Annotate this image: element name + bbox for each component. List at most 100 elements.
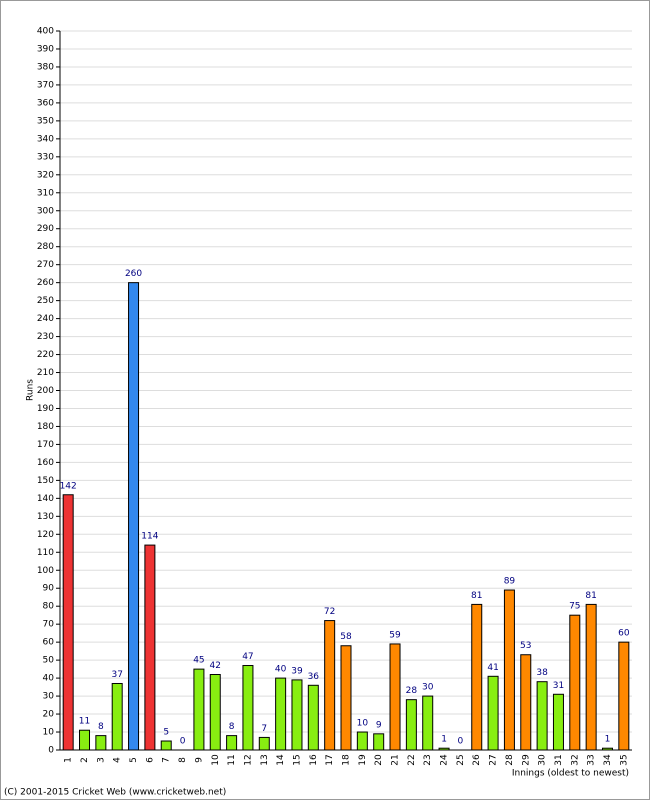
y-tick-label: 0 [48, 746, 54, 756]
y-tick-label: 400 [37, 27, 54, 37]
bar [438, 747, 450, 751]
x-tick-label: 2 [80, 757, 90, 763]
x-tick-label: 7 [162, 757, 172, 763]
y-tick-label: 360 [37, 98, 54, 108]
y-tick-label: 290 [37, 224, 54, 234]
bar [226, 735, 238, 751]
y-tick-label: 10 [43, 728, 55, 738]
x-tick-label: 8 [178, 757, 188, 763]
x-tick-label: 3 [96, 757, 106, 763]
value-label: 75 [569, 602, 580, 612]
value-label: 36 [308, 672, 320, 682]
y-tick-label: 390 [37, 44, 54, 54]
bar [307, 684, 319, 751]
x-tick-label: 21 [391, 754, 401, 765]
value-label: 10 [357, 719, 369, 729]
bar [618, 641, 630, 751]
value-label: 42 [210, 661, 221, 671]
value-label: 47 [242, 652, 253, 662]
bar [242, 665, 254, 751]
bar [422, 695, 434, 751]
bar [503, 589, 515, 751]
value-label: 1 [605, 735, 611, 745]
bar [552, 693, 564, 751]
value-label: 9 [376, 720, 382, 730]
bar [160, 740, 172, 751]
bar [520, 654, 532, 751]
y-tick-label: 120 [37, 530, 54, 540]
value-label: 8 [98, 722, 104, 732]
y-tick-label: 330 [37, 152, 54, 162]
x-tick-label: 25 [456, 754, 466, 765]
x-tick-label: 18 [342, 754, 352, 766]
bar [601, 747, 613, 751]
y-tick-label: 280 [37, 242, 54, 252]
y-tick-label: 220 [37, 350, 54, 360]
x-tick-label: 1 [64, 757, 74, 763]
value-label: 59 [389, 630, 401, 640]
x-tick-label: 29 [521, 754, 531, 766]
y-tick-label: 170 [37, 440, 54, 450]
x-tick-label: 15 [292, 754, 302, 765]
x-tick-label: 30 [538, 754, 548, 766]
bar [128, 282, 140, 751]
bar [405, 699, 417, 751]
value-label: 0 [180, 737, 186, 747]
x-tick-label: 32 [570, 754, 580, 765]
value-label: 37 [111, 670, 122, 680]
value-label: 40 [275, 665, 287, 675]
x-tick-label: 12 [243, 754, 253, 765]
bar [585, 603, 597, 751]
value-label: 142 [60, 481, 77, 491]
y-tick-label: 20 [43, 710, 55, 720]
credit: (C) 2001-2015 Cricket Web (www.cricketwe… [4, 788, 226, 798]
y-tick-label: 30 [43, 692, 55, 702]
bar [536, 681, 548, 751]
value-label: 11 [79, 717, 90, 727]
value-label: 58 [340, 632, 352, 642]
x-tick-label: 23 [423, 754, 433, 765]
x-tick-label: 34 [603, 754, 613, 766]
value-label: 41 [487, 663, 498, 673]
y-tick-label: 350 [37, 116, 54, 126]
x-tick-label: 19 [358, 754, 368, 766]
x-axis-title: Innings (oldest to newest) [512, 769, 629, 779]
x-tick-label: 22 [407, 754, 417, 765]
y-tick-label: 90 [43, 584, 55, 594]
value-label: 7 [261, 724, 267, 734]
value-label: 30 [422, 683, 434, 693]
value-label: 8 [229, 722, 235, 732]
bar [95, 735, 107, 751]
value-label: 81 [471, 591, 482, 601]
bar [79, 729, 91, 751]
x-tick-label: 33 [587, 754, 597, 765]
y-tick-label: 50 [43, 656, 55, 666]
y-tick-label: 340 [37, 134, 54, 144]
x-tick-label: 28 [505, 754, 515, 766]
y-tick-label: 100 [37, 566, 54, 576]
bar [209, 674, 221, 751]
x-tick-label: 24 [440, 754, 450, 766]
bar [324, 620, 336, 751]
y-tick-label: 260 [37, 278, 54, 288]
y-tick-label: 80 [43, 602, 55, 612]
bar [275, 677, 287, 751]
y-tick-label: 380 [37, 62, 54, 72]
bar [569, 614, 581, 751]
y-tick-label: 270 [37, 260, 54, 270]
x-tick-label: 20 [374, 754, 384, 766]
x-tick-label: 9 [194, 757, 204, 763]
value-label: 28 [406, 686, 418, 696]
y-tick-label: 40 [43, 674, 55, 684]
x-tick-label: 16 [309, 754, 319, 766]
y-tick-label: 250 [37, 296, 54, 306]
x-tick-label: 26 [472, 754, 482, 766]
y-tick-label: 370 [37, 80, 54, 90]
bar [193, 668, 205, 751]
y-axis-title: Runs [26, 379, 36, 401]
bar [471, 603, 483, 751]
value-label: 72 [324, 607, 335, 617]
y-tick-label: 180 [37, 422, 54, 432]
value-label: 39 [291, 666, 303, 676]
y-tick-label: 160 [37, 458, 54, 468]
